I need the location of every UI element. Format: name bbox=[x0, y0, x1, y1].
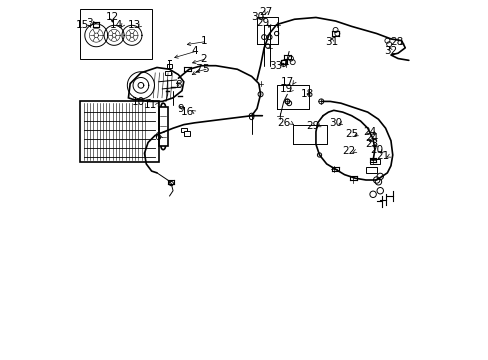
Text: 8: 8 bbox=[175, 80, 182, 90]
Text: 18: 18 bbox=[300, 89, 313, 99]
Text: 1: 1 bbox=[200, 36, 206, 46]
Text: 4: 4 bbox=[191, 46, 198, 56]
Text: 22: 22 bbox=[341, 147, 354, 157]
Text: 24: 24 bbox=[363, 127, 376, 137]
Bar bbox=[80, 9, 151, 59]
Text: 2: 2 bbox=[200, 54, 206, 64]
Bar bbox=[159, 107, 167, 146]
Text: 17: 17 bbox=[281, 77, 294, 87]
Text: 30: 30 bbox=[329, 118, 342, 128]
Circle shape bbox=[281, 60, 285, 64]
Text: 14: 14 bbox=[110, 19, 123, 30]
Text: 29: 29 bbox=[256, 18, 269, 28]
Text: 24: 24 bbox=[365, 133, 378, 143]
Circle shape bbox=[317, 153, 321, 157]
Text: 5: 5 bbox=[202, 64, 208, 73]
Circle shape bbox=[169, 181, 173, 186]
Text: 10: 10 bbox=[131, 97, 144, 107]
Circle shape bbox=[265, 44, 269, 48]
Text: 19: 19 bbox=[279, 84, 292, 94]
Text: 29: 29 bbox=[305, 121, 319, 131]
Text: 23: 23 bbox=[365, 139, 378, 149]
Bar bbox=[181, 128, 186, 132]
Text: 16: 16 bbox=[181, 107, 194, 117]
Text: 25: 25 bbox=[345, 129, 358, 139]
Circle shape bbox=[274, 31, 278, 36]
Text: 6: 6 bbox=[154, 132, 160, 142]
Circle shape bbox=[249, 115, 253, 120]
Bar bbox=[164, 71, 170, 75]
Bar bbox=[166, 64, 172, 68]
Circle shape bbox=[285, 99, 289, 104]
Text: 11: 11 bbox=[143, 100, 157, 110]
Bar bbox=[80, 102, 159, 162]
Text: 26: 26 bbox=[277, 118, 290, 128]
Text: 32: 32 bbox=[384, 46, 397, 57]
Text: 13: 13 bbox=[127, 19, 141, 30]
Text: 33: 33 bbox=[268, 61, 282, 71]
Bar bbox=[184, 131, 190, 136]
Text: 21: 21 bbox=[375, 151, 388, 161]
Text: 31: 31 bbox=[325, 37, 338, 48]
Text: 28: 28 bbox=[389, 37, 403, 48]
Text: 20: 20 bbox=[370, 145, 383, 155]
Text: 9: 9 bbox=[177, 104, 183, 113]
Text: 27: 27 bbox=[259, 7, 272, 17]
Text: 7: 7 bbox=[195, 64, 201, 74]
Text: 3: 3 bbox=[86, 18, 93, 28]
Text: 15: 15 bbox=[76, 19, 89, 30]
Text: 12: 12 bbox=[105, 13, 119, 22]
Text: 30: 30 bbox=[250, 13, 264, 22]
